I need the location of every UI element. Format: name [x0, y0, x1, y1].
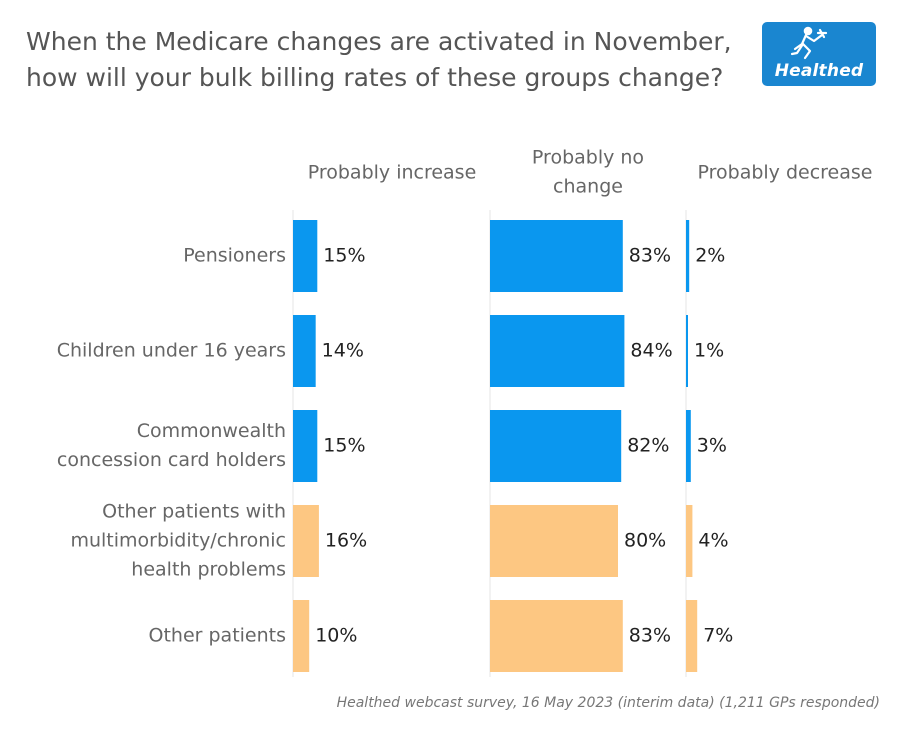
- column-header-2: change: [553, 176, 623, 198]
- data-label: 10%: [315, 625, 357, 647]
- data-label: 83%: [629, 245, 671, 267]
- category-label: Other patients with: [102, 501, 286, 523]
- bar-1-5: [293, 600, 310, 672]
- bar-1-2: [293, 315, 316, 387]
- bar-2-5: [490, 600, 623, 672]
- category-label: concession card holders: [57, 449, 286, 471]
- chart-title: When the Medicare changes are activated …: [26, 24, 746, 96]
- data-label: 82%: [627, 435, 669, 457]
- data-label: 1%: [694, 340, 724, 362]
- data-label: 4%: [698, 530, 728, 552]
- chart-title-line-1: When the Medicare changes are activated …: [26, 27, 732, 56]
- category-label: Children under 16 years: [57, 340, 286, 362]
- data-label: 14%: [322, 340, 364, 362]
- bar-1-4: [293, 505, 319, 577]
- logo-figure-icon: [790, 26, 828, 60]
- bar-3-4: [686, 505, 693, 577]
- data-label: 3%: [697, 435, 727, 457]
- bar-2-3: [490, 410, 622, 482]
- healthed-logo: Healthed: [762, 22, 876, 86]
- bar-3-1: [686, 220, 690, 292]
- bar-2-4: [490, 505, 618, 577]
- category-label: Commonwealth: [137, 420, 286, 442]
- bar-3-5: [686, 600, 698, 672]
- data-label: 80%: [624, 530, 666, 552]
- column-header-1: Probably increase: [308, 162, 477, 184]
- data-label: 15%: [323, 245, 365, 267]
- data-label: 15%: [323, 435, 365, 457]
- bar-1-3: [293, 410, 318, 482]
- category-label: health problems: [131, 559, 286, 581]
- footnote-source: Healthed webcast survey, 16 May 2023 (in…: [336, 695, 880, 711]
- data-label: 84%: [630, 340, 672, 362]
- data-label: 16%: [325, 530, 367, 552]
- data-label: 83%: [629, 625, 671, 647]
- category-label: Pensioners: [183, 245, 286, 267]
- bar-1-1: [293, 220, 318, 292]
- logo-wordmark: Healthed: [774, 61, 864, 81]
- bar-3-3: [686, 410, 691, 482]
- data-label: 2%: [695, 245, 725, 267]
- bar-2-1: [490, 220, 623, 292]
- column-header-2: Probably no: [532, 147, 644, 169]
- data-label: 7%: [703, 625, 733, 647]
- bar-2-2: [490, 315, 625, 387]
- category-label: Other patients: [149, 625, 287, 647]
- category-label: multimorbidity/chronic: [70, 530, 286, 552]
- column-header-3: Probably decrease: [698, 162, 873, 184]
- bar-3-2: [686, 315, 688, 387]
- chart-title-line-2: how will your bulk billing rates of thes…: [26, 63, 724, 92]
